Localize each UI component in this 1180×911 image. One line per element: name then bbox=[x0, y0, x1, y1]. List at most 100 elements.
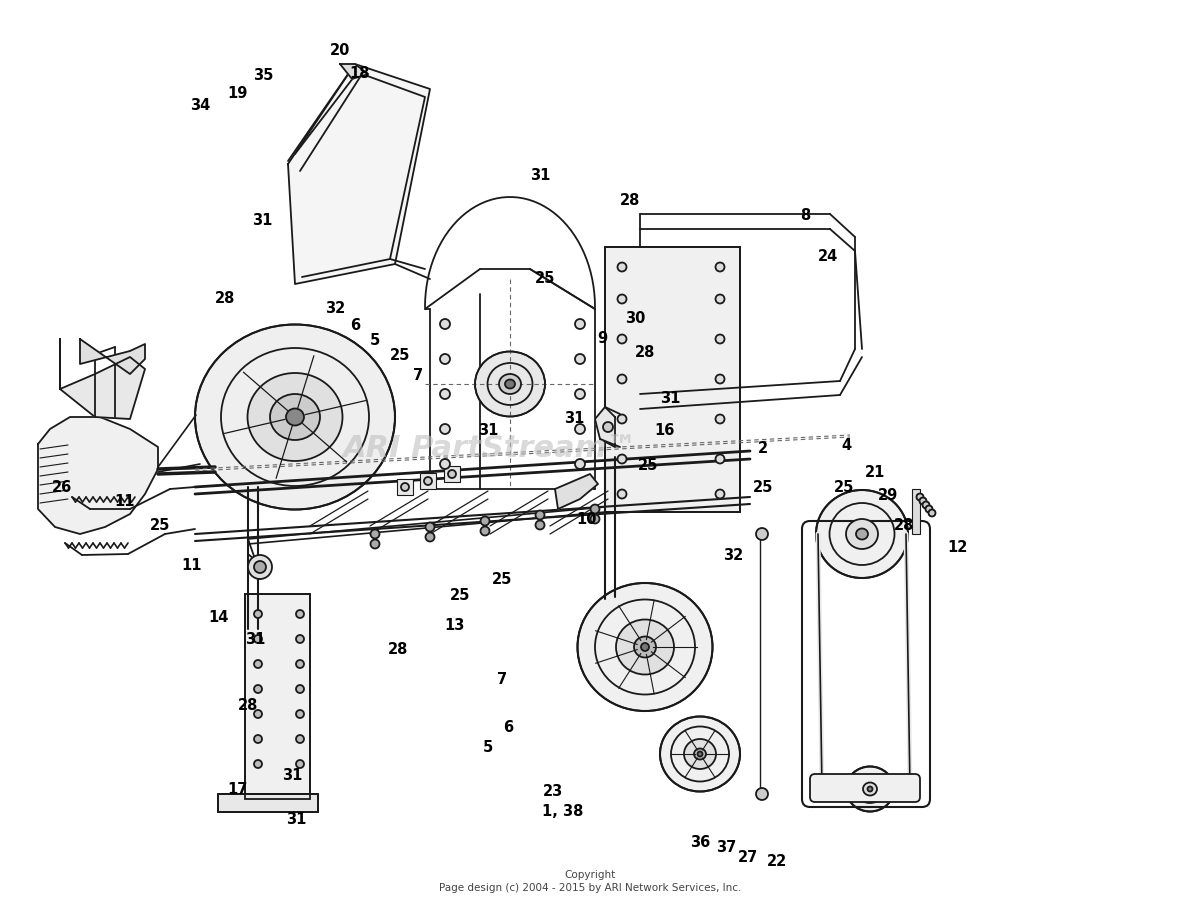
Text: 1, 38: 1, 38 bbox=[543, 804, 584, 819]
Text: 5: 5 bbox=[483, 740, 493, 754]
Ellipse shape bbox=[846, 767, 894, 812]
Circle shape bbox=[917, 494, 924, 501]
Ellipse shape bbox=[505, 380, 514, 389]
Circle shape bbox=[296, 760, 304, 768]
Ellipse shape bbox=[270, 394, 320, 441]
Text: 9: 9 bbox=[597, 330, 607, 345]
Circle shape bbox=[617, 295, 627, 304]
Circle shape bbox=[448, 470, 455, 478]
Circle shape bbox=[536, 521, 544, 530]
Text: 31: 31 bbox=[478, 422, 498, 437]
Text: 2: 2 bbox=[758, 440, 768, 455]
Ellipse shape bbox=[499, 374, 522, 394]
Circle shape bbox=[929, 510, 936, 517]
Circle shape bbox=[590, 505, 599, 514]
Ellipse shape bbox=[660, 717, 740, 792]
Circle shape bbox=[254, 760, 262, 768]
Circle shape bbox=[575, 390, 585, 400]
Circle shape bbox=[536, 511, 544, 520]
Text: 16: 16 bbox=[655, 422, 675, 437]
Text: 7: 7 bbox=[497, 671, 507, 687]
Text: 12: 12 bbox=[948, 540, 968, 555]
Text: 25: 25 bbox=[450, 587, 470, 602]
Bar bbox=[912, 489, 920, 535]
Circle shape bbox=[575, 320, 585, 330]
Polygon shape bbox=[340, 65, 368, 80]
Bar bbox=[245, 594, 310, 799]
Text: 32: 32 bbox=[324, 300, 345, 315]
Polygon shape bbox=[595, 407, 615, 447]
Text: 31: 31 bbox=[282, 768, 302, 783]
Circle shape bbox=[254, 635, 262, 643]
Text: 6: 6 bbox=[350, 317, 360, 333]
Bar bbox=[245, 594, 310, 799]
Text: 18: 18 bbox=[349, 66, 371, 80]
Text: 28: 28 bbox=[215, 291, 235, 305]
Text: 35: 35 bbox=[253, 67, 274, 82]
Text: 25: 25 bbox=[638, 457, 658, 472]
Circle shape bbox=[756, 528, 768, 540]
Text: 8: 8 bbox=[800, 208, 811, 222]
Bar bbox=[420, 474, 435, 489]
Text: 31: 31 bbox=[251, 212, 273, 227]
Circle shape bbox=[480, 517, 490, 526]
Text: 7: 7 bbox=[413, 367, 424, 382]
Circle shape bbox=[296, 660, 304, 669]
Text: 19: 19 bbox=[227, 86, 247, 100]
Circle shape bbox=[715, 490, 725, 499]
Text: 11: 11 bbox=[114, 494, 136, 509]
Bar bbox=[605, 248, 740, 512]
Circle shape bbox=[254, 561, 266, 573]
Circle shape bbox=[925, 506, 932, 513]
Text: 23: 23 bbox=[543, 783, 563, 799]
Text: 34: 34 bbox=[190, 97, 210, 112]
Text: 25: 25 bbox=[753, 480, 773, 495]
Circle shape bbox=[296, 685, 304, 693]
Circle shape bbox=[575, 425, 585, 435]
Text: 28: 28 bbox=[635, 344, 655, 359]
Circle shape bbox=[617, 415, 627, 424]
Circle shape bbox=[426, 533, 434, 542]
Text: 11: 11 bbox=[182, 557, 202, 572]
Circle shape bbox=[590, 515, 599, 524]
Text: 28: 28 bbox=[388, 641, 408, 657]
Bar bbox=[218, 794, 317, 812]
Text: 25: 25 bbox=[389, 347, 411, 362]
Text: 24: 24 bbox=[818, 248, 838, 263]
Text: Page design (c) 2004 - 2015 by ARI Network Services, Inc.: Page design (c) 2004 - 2015 by ARI Netwo… bbox=[439, 882, 741, 892]
Circle shape bbox=[296, 610, 304, 619]
Circle shape bbox=[575, 354, 585, 364]
Text: 31: 31 bbox=[660, 390, 680, 405]
Circle shape bbox=[756, 788, 768, 800]
Circle shape bbox=[923, 502, 930, 509]
Circle shape bbox=[617, 490, 627, 499]
Text: 5: 5 bbox=[369, 333, 380, 347]
Ellipse shape bbox=[856, 529, 868, 540]
Ellipse shape bbox=[641, 643, 649, 651]
Circle shape bbox=[296, 735, 304, 743]
Ellipse shape bbox=[634, 637, 656, 658]
Ellipse shape bbox=[694, 749, 706, 760]
Text: 36: 36 bbox=[690, 834, 710, 850]
Polygon shape bbox=[555, 475, 598, 509]
Bar bbox=[444, 466, 460, 483]
Circle shape bbox=[617, 455, 627, 464]
Ellipse shape bbox=[616, 619, 674, 675]
Text: 26: 26 bbox=[52, 480, 72, 495]
Ellipse shape bbox=[684, 739, 716, 769]
Circle shape bbox=[715, 295, 725, 304]
Ellipse shape bbox=[697, 752, 702, 757]
Polygon shape bbox=[60, 340, 145, 420]
Text: 28: 28 bbox=[620, 192, 641, 208]
Circle shape bbox=[371, 540, 380, 549]
Circle shape bbox=[715, 263, 725, 272]
Circle shape bbox=[440, 320, 450, 330]
Text: 37: 37 bbox=[716, 840, 736, 855]
Polygon shape bbox=[80, 340, 145, 374]
Ellipse shape bbox=[867, 786, 872, 792]
Circle shape bbox=[440, 459, 450, 469]
Text: 13: 13 bbox=[445, 617, 465, 632]
Circle shape bbox=[254, 660, 262, 669]
Text: 17: 17 bbox=[227, 782, 247, 796]
Circle shape bbox=[424, 477, 432, 486]
